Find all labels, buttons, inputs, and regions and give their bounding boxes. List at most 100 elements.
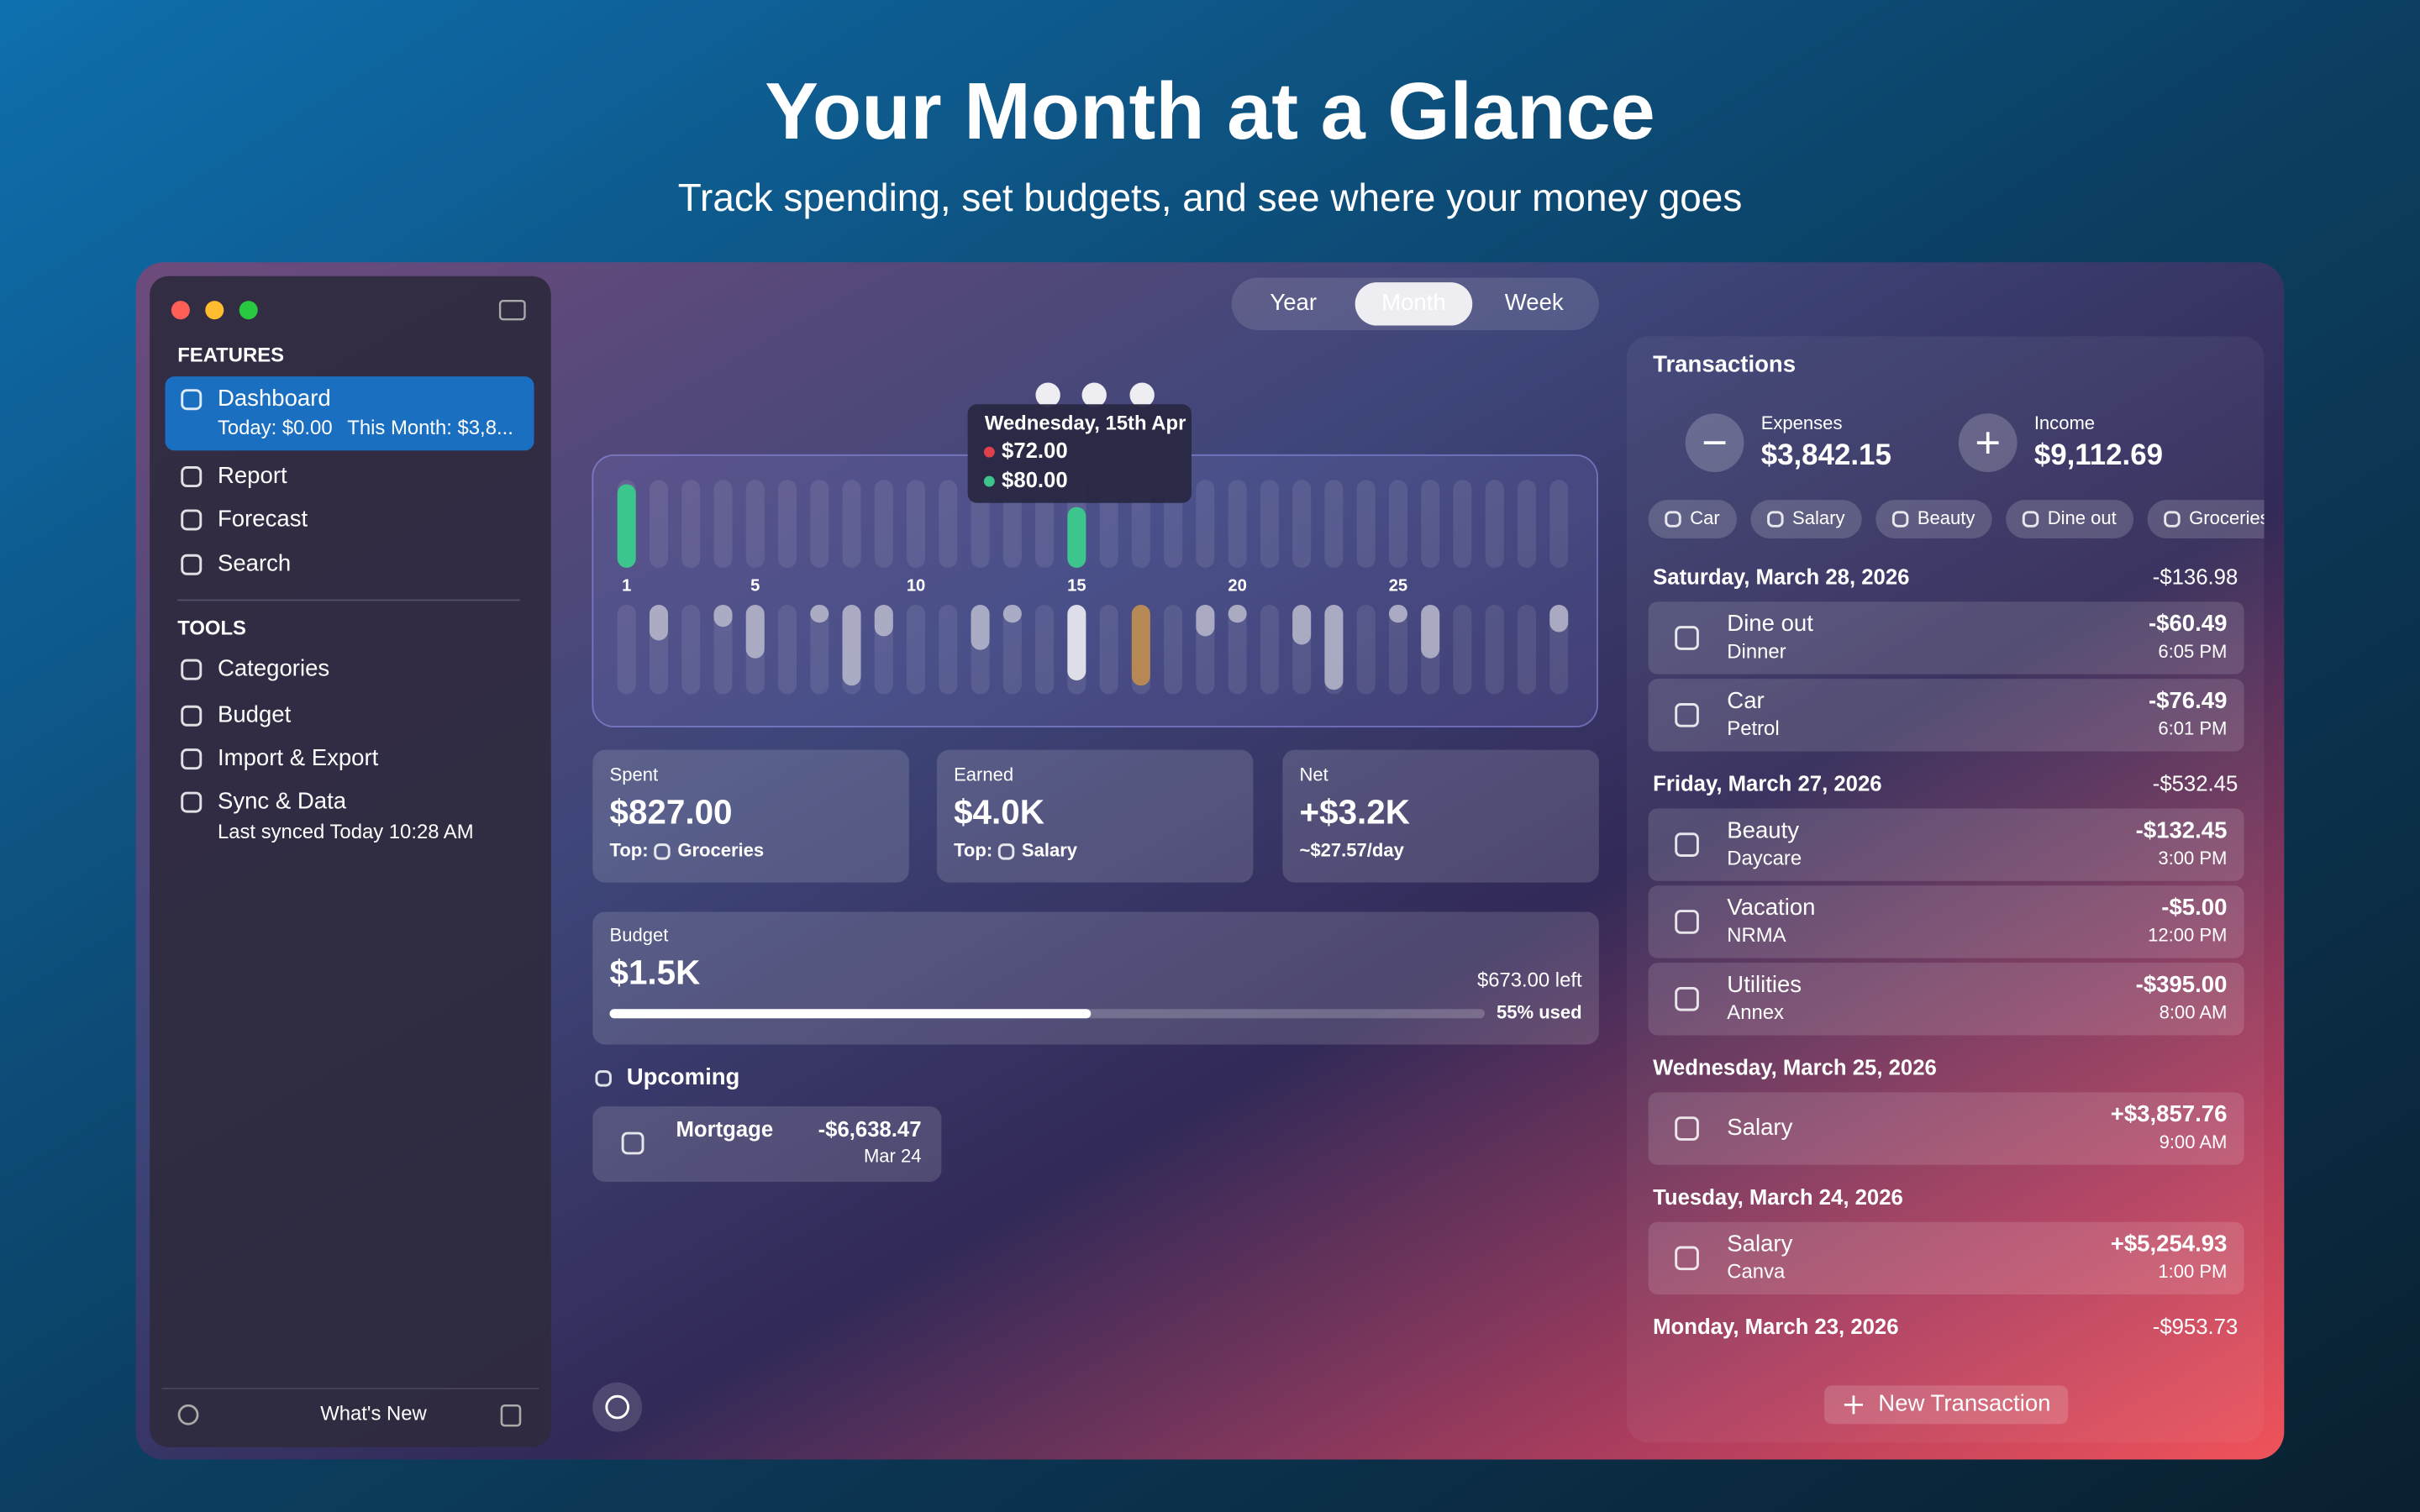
day-track[interactable] (1260, 480, 1279, 568)
day-track[interactable] (939, 605, 958, 695)
day-track[interactable] (810, 480, 829, 568)
theme-icon (605, 1394, 630, 1420)
window-control[interactable] (171, 301, 190, 320)
filter-label[interactable]: Beauty (1918, 507, 1975, 528)
icon (181, 748, 203, 770)
filter-label[interactable]: Groceries (2189, 507, 2270, 528)
day-track[interactable] (810, 605, 829, 695)
transaction-name: Utilities (1727, 971, 1802, 997)
filter-label[interactable]: Car (1690, 507, 1720, 528)
day-track[interactable] (1260, 605, 1279, 695)
day-track[interactable] (907, 605, 926, 695)
day-track[interactable] (1228, 480, 1247, 568)
day-track[interactable] (842, 480, 861, 568)
day-track[interactable] (1485, 605, 1504, 695)
chart-nav-button[interactable] (1035, 382, 1060, 407)
day-track[interactable] (1356, 605, 1376, 695)
nav-item-selected[interactable] (165, 376, 534, 451)
whats-new[interactable]: What's New (320, 1403, 427, 1425)
budget-used: 55% used (1497, 1002, 1582, 1023)
day-track[interactable] (1485, 480, 1504, 568)
day-track[interactable] (617, 605, 636, 695)
day-track[interactable] (1292, 480, 1312, 568)
day-track[interactable] (1453, 480, 1472, 568)
day-track[interactable] (1388, 480, 1407, 568)
day-track[interactable] (1517, 480, 1536, 568)
transaction-row[interactable] (1648, 963, 2244, 1036)
day-track[interactable] (1228, 605, 1247, 695)
share-button[interactable] (500, 1404, 522, 1427)
day-track[interactable] (1388, 605, 1407, 695)
day-tick-label: 5 (750, 576, 760, 595)
filter-pill[interactable] (1750, 500, 1862, 539)
upcoming-card[interactable] (592, 1105, 942, 1182)
filter-label[interactable]: Dine out (2048, 507, 2117, 528)
sidebar-toggle[interactable] (498, 299, 526, 321)
day-track[interactable] (1099, 605, 1118, 695)
day-track[interactable] (777, 605, 797, 695)
transaction-amount: +$3,857.76 (2111, 1100, 2228, 1126)
tooltip-date: Wednesday, 15th Apr (985, 412, 1186, 434)
day-track[interactable] (713, 480, 733, 568)
transaction-row[interactable] (1648, 808, 2244, 881)
chart-nav-button[interactable] (1081, 382, 1107, 407)
transaction-row[interactable] (1648, 885, 2244, 958)
day-tick-label: 20 (1228, 576, 1246, 595)
nav-item[interactable]: Import & Export (218, 744, 379, 770)
icon (997, 843, 1015, 860)
window-control[interactable] (205, 301, 224, 320)
transaction-note: Dinner (1727, 640, 1786, 663)
nav-item[interactable]: Search (218, 550, 291, 576)
transaction-time: 3:00 PM (2158, 848, 2227, 869)
settings-button[interactable] (177, 1404, 199, 1425)
day-track[interactable] (1517, 605, 1536, 695)
filter-pill[interactable] (2006, 500, 2134, 539)
group-total: -$532.45 (2153, 773, 2238, 796)
nav-item[interactable]: Forecast (218, 505, 308, 531)
theme-button[interactable] (592, 1382, 643, 1432)
day-track[interactable] (1453, 605, 1472, 695)
nav-item[interactable]: Sync & Data (218, 787, 347, 813)
day-track[interactable] (1324, 480, 1344, 568)
transaction-row[interactable] (1648, 1221, 2244, 1295)
day-track[interactable] (681, 605, 701, 695)
new-transaction-button[interactable] (1824, 1385, 2069, 1425)
transaction-row[interactable] (1648, 601, 2244, 675)
transaction-row[interactable] (1648, 679, 2244, 752)
day-track[interactable] (745, 480, 765, 568)
day-track[interactable] (1356, 480, 1376, 568)
tab[interactable]: Month (1381, 289, 1446, 315)
filter-label[interactable]: Salary (1792, 507, 1844, 528)
day-track[interactable] (1002, 605, 1022, 695)
day-track[interactable] (874, 480, 893, 568)
icon (1675, 832, 1699, 857)
new-transaction-label[interactable]: New Transaction (1878, 1390, 2050, 1416)
nav-item[interactable]: Report (218, 462, 287, 488)
transaction-amount: -$395.00 (2136, 971, 2228, 997)
day-track[interactable] (777, 480, 797, 568)
day-track[interactable] (681, 480, 701, 568)
day-track[interactable] (649, 480, 668, 568)
icon (181, 659, 203, 680)
filter-pill[interactable] (1876, 500, 1992, 539)
tab[interactable]: Week (1505, 289, 1564, 315)
day-track[interactable] (1164, 605, 1183, 695)
day-track[interactable] (1035, 605, 1055, 695)
nav-item[interactable]: Categories (218, 654, 329, 680)
transaction-row[interactable] (1648, 1092, 2244, 1165)
day-track[interactable] (1421, 480, 1440, 568)
icon (1675, 626, 1699, 650)
nav-item[interactable]: Dashboard (218, 385, 331, 411)
day-track[interactable] (907, 480, 926, 568)
day-track[interactable] (1549, 480, 1569, 568)
day-track[interactable] (1196, 480, 1215, 568)
nav-item[interactable]: Budget (218, 701, 292, 727)
day-track[interactable] (939, 480, 958, 568)
chart-nav-button[interactable] (1129, 382, 1155, 407)
day-track[interactable] (713, 605, 733, 695)
filter-pill[interactable] (2147, 500, 2286, 539)
tab[interactable]: Year (1270, 289, 1317, 315)
window-control[interactable] (239, 301, 258, 320)
filter-pill[interactable] (1648, 500, 1737, 539)
